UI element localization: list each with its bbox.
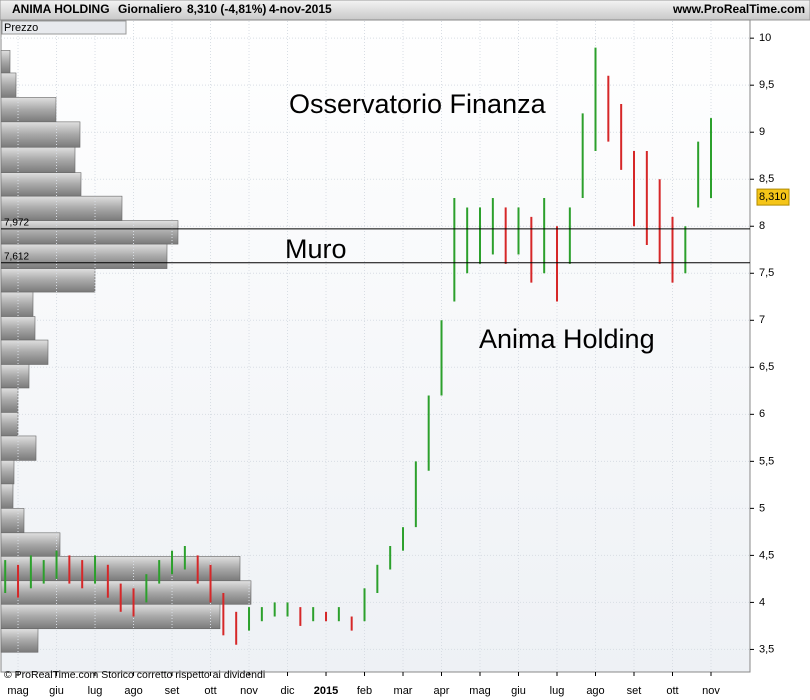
x-tick-label: giu [511,685,526,697]
x-tick-label: mag [7,685,28,697]
y-tick-label: 6 [759,408,765,420]
x-tick-label: mar [394,685,413,697]
volume-profile-bar [0,556,241,582]
x-tick-label: lug [550,685,565,697]
y-tick-label: 4,5 [759,549,774,561]
y-tick-label: 9,5 [759,79,774,91]
date: 4-nov-2015 [269,2,332,16]
volume-profile-bar [0,243,168,269]
annotation: Osservatorio Finanza [289,89,547,119]
x-tick-label: ago [124,685,142,697]
volume-profile-bar [0,628,39,653]
x-tick-label: nov [240,685,258,697]
period: Giornaliero [118,2,182,16]
volume-profile-bar [0,387,19,413]
source-site: www.ProRealTime.com [672,2,805,16]
last-price-tag [756,188,790,206]
x-tick-label: mag [469,685,490,697]
x-tick-label: ago [586,685,604,697]
x-tick-label: nov [702,685,720,697]
volume-profile-bar [0,291,34,317]
footer: © ProRealTime.com Storico corretto rispe… [4,669,265,681]
x-tick-label: 2015 [314,685,338,697]
y-tick-label: 5,5 [759,455,774,467]
panel-label: Prezzo [4,22,38,34]
volume-profile-bar [0,172,82,197]
last-price-label: 8,310 [759,191,787,203]
level-label: 7,972 [4,218,29,229]
y-tick-label: 4 [759,596,765,608]
level-label: 7,612 [4,251,29,262]
panel-tab [1,20,127,35]
volume-profile-bar [0,339,49,365]
x-tick-label: set [165,685,180,697]
x-tick-label: ott [204,685,216,697]
volume-profile-bar [0,532,61,557]
y-tick-label: 6,5 [759,361,774,373]
volume-profile-bar [0,580,252,605]
annotation: Muro [285,234,347,264]
volume-profile-bar [0,603,221,630]
y-tick-label: 5 [759,502,765,514]
volume-profile-bar [0,195,123,221]
y-tick-label: 8 [759,220,765,232]
volume-profile-bar [0,460,15,485]
y-tick-label: 9 [759,126,765,138]
plot-layer: 7,972 7,612 [0,21,754,672]
x-tick-label: dic [280,685,295,697]
y-tick-label: 3,5 [759,643,774,655]
volume-profile-bar [0,146,76,173]
x-tick-label: lug [88,685,103,697]
volume-profile-bar [0,97,57,123]
x-tick-label: feb [357,685,372,697]
x-tick-label: apr [434,685,450,697]
y-tick-label: 10 [759,32,771,44]
volume-profile-bar [0,508,25,534]
last-info: 8,310 (-4,81%) [187,2,266,16]
volume-profile-bar [0,364,30,389]
volume-profile-bar [0,412,19,437]
volume-profile-bar [0,121,81,148]
annotation: Anima Holding [479,324,655,354]
title: ANIMA HOLDING [12,2,110,16]
x-tick-label: giu [49,685,64,697]
volume-profile-bar [0,483,14,509]
volume-profile-bar [0,268,96,293]
y-tick-label: 7 [759,314,765,326]
x-tick-label: set [627,685,642,697]
y-tick-label: 8,5 [759,173,774,185]
volume-profile-bar [0,50,11,74]
volume-profile-bar [0,72,17,98]
x-tick-label: ott [666,685,678,697]
y-tick-label: 7,5 [759,267,774,279]
